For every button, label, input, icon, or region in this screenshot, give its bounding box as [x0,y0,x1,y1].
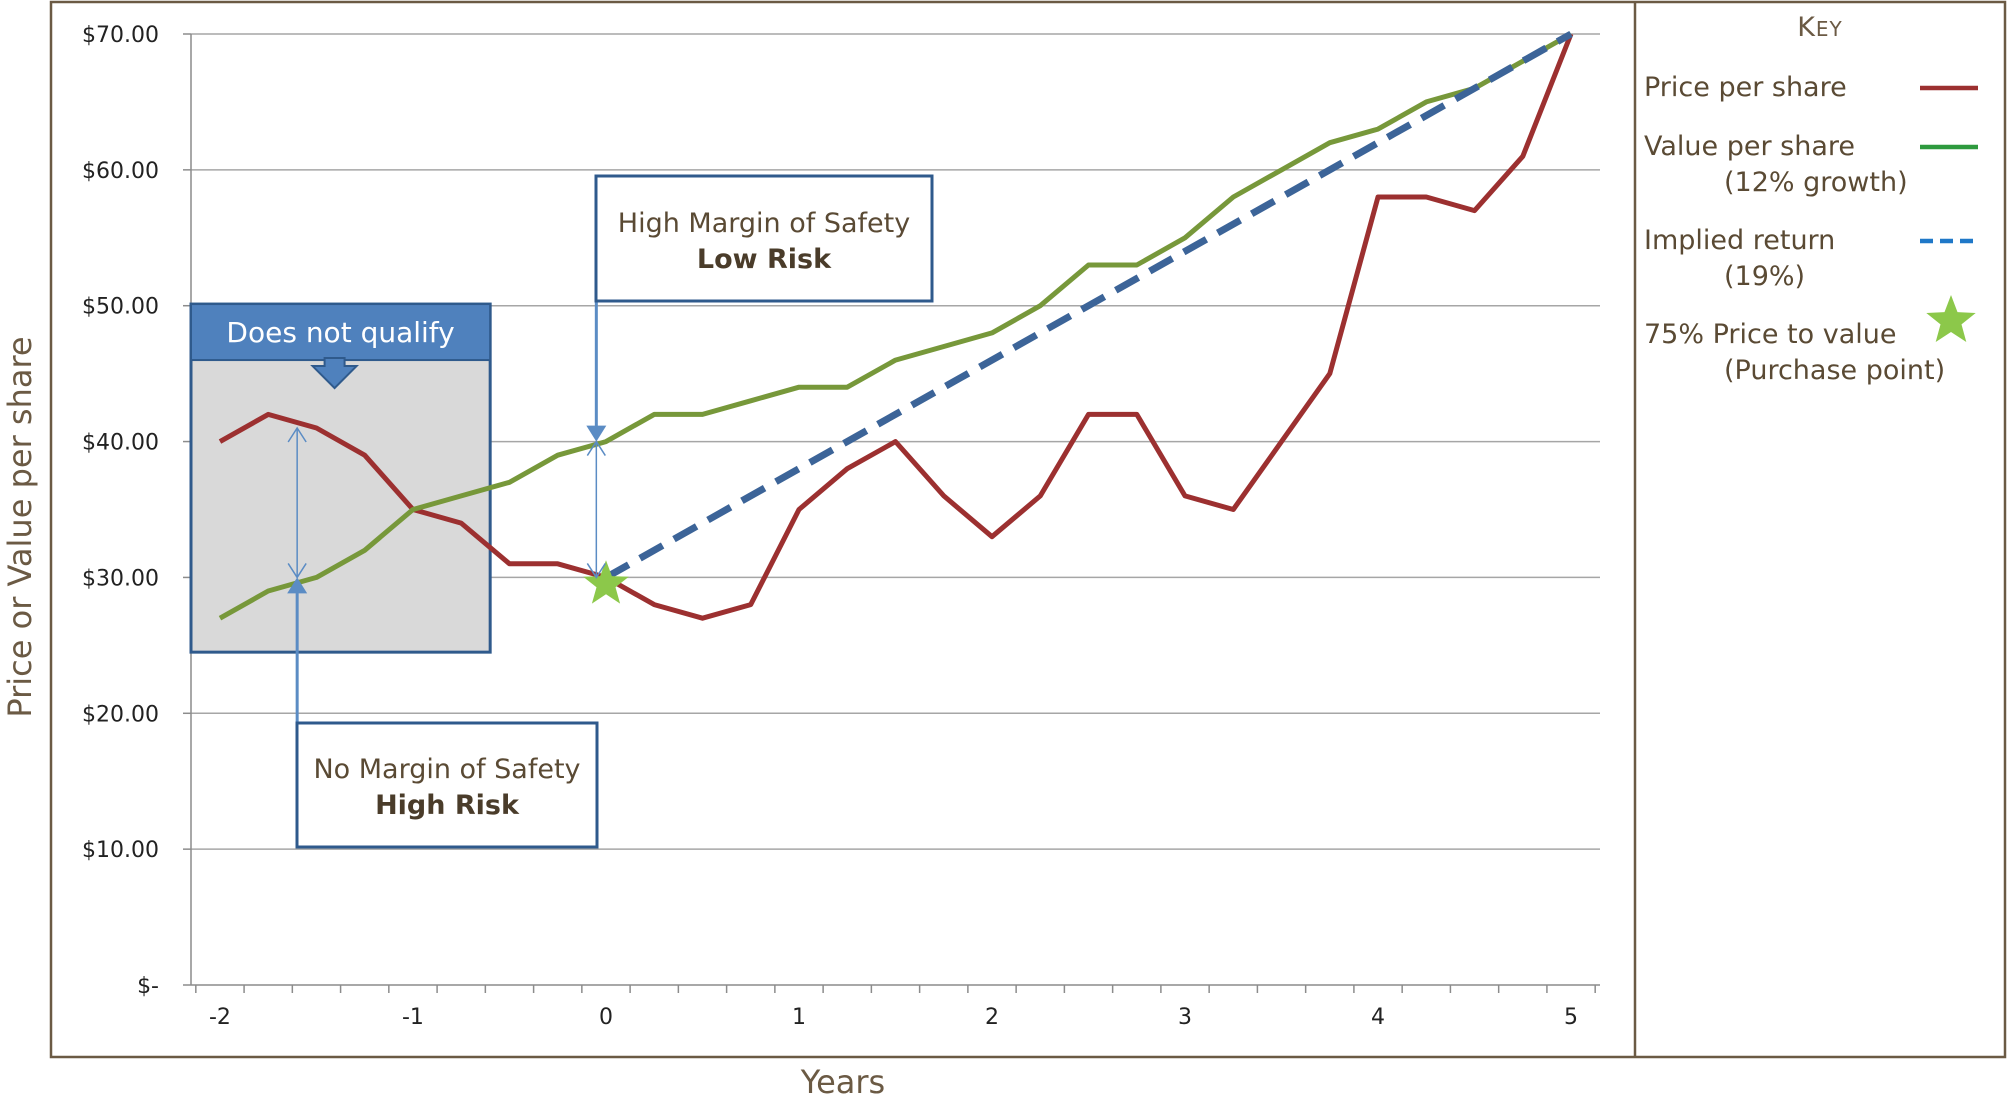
x-tick-label: 5 [1564,1005,1578,1030]
x-tick-label: 1 [792,1005,806,1030]
y-tick-label: $10.00 [82,838,159,863]
x-tick-label: 4 [1371,1005,1385,1030]
y-tick-label: $- [137,974,159,999]
axes: $- $10.00 $20.00 $30.00 $40.00 $50.00 $60.00 $7… [82,23,1600,1030]
y-tick-label: $50.00 [82,295,159,320]
callout-high-margin-box [594,174,934,303]
y-tick-label: $60.00 [82,159,159,184]
legend: KEY Price per share Value per share (12% gr… [1644,12,1978,386]
callout-no-margin-line2: High Risk [375,790,520,821]
y-axis-title: Price or Value per share [1,336,39,717]
legend-entry: Value per share (12% growth) [1644,131,1978,198]
legend-entry: 75% Price to value (Purchase point) [1644,295,1976,386]
legend-entry-label: (Purchase point) [1724,355,1945,386]
x-tick-label: 0 [599,1005,613,1030]
legend-entry-label: Value per share [1644,131,1855,162]
series [218,30,1574,621]
disqualify-down-arrow-icon [310,357,360,390]
callout-no-margin-line1: No Margin of Safety [313,754,580,785]
legend-entry-label: 75% Price to value [1644,319,1896,350]
legend-entry-label: Price per share [1644,72,1847,103]
series-line-implied-return [604,30,1573,581]
purchase-point-star-icon [583,560,629,604]
x-tick-label: -1 [402,1005,424,1030]
series-line-value-per-share [218,31,1573,621]
series-line-price-per-share [218,33,1574,621]
chart-frame [49,0,2007,1059]
y-tick-label: $30.00 [82,566,159,591]
no-margin-arrow-head-up [287,426,307,443]
high-margin-arrow-head-down [586,563,606,579]
legend-title: KEY [1797,12,1843,43]
disqualify-banner-text: Does not qualify [226,316,454,349]
no-margin-arrow [287,426,308,723]
legend-entry-label: Implied return [1644,225,1835,256]
x-tick-label: -2 [209,1005,231,1030]
y-tick-label: $40.00 [82,431,159,456]
disqualify-banner [190,303,492,362]
legend-entry: Price per share [1644,72,1978,103]
callout-no-margin-box [295,721,599,849]
x-tick-label: 2 [985,1005,999,1030]
legend-entry: Implied return (19%) [1644,225,1978,292]
callout-high-margin: High Margin of Safety Low Risk [594,174,934,303]
x-tick-label: 3 [1178,1005,1192,1030]
high-margin-arrow-connector-head [586,425,607,442]
callout-no-margin: No Margin of Safety High Risk [295,721,599,849]
markers [583,560,629,604]
y-tick-label: $70.00 [82,23,159,48]
legend-entry-label: (12% growth) [1724,167,1908,198]
x-axis-title: Years [800,1063,885,1099]
no-margin-arrow-connector-head [287,577,308,594]
y-tick-label: $20.00 [82,702,159,727]
legend-entry-label: (19%) [1724,261,1805,292]
legend-star-icon [1926,295,1976,342]
callout-high-margin-line2: Low Risk [697,244,832,275]
callout-high-margin-line1: High Margin of Safety [618,208,910,239]
